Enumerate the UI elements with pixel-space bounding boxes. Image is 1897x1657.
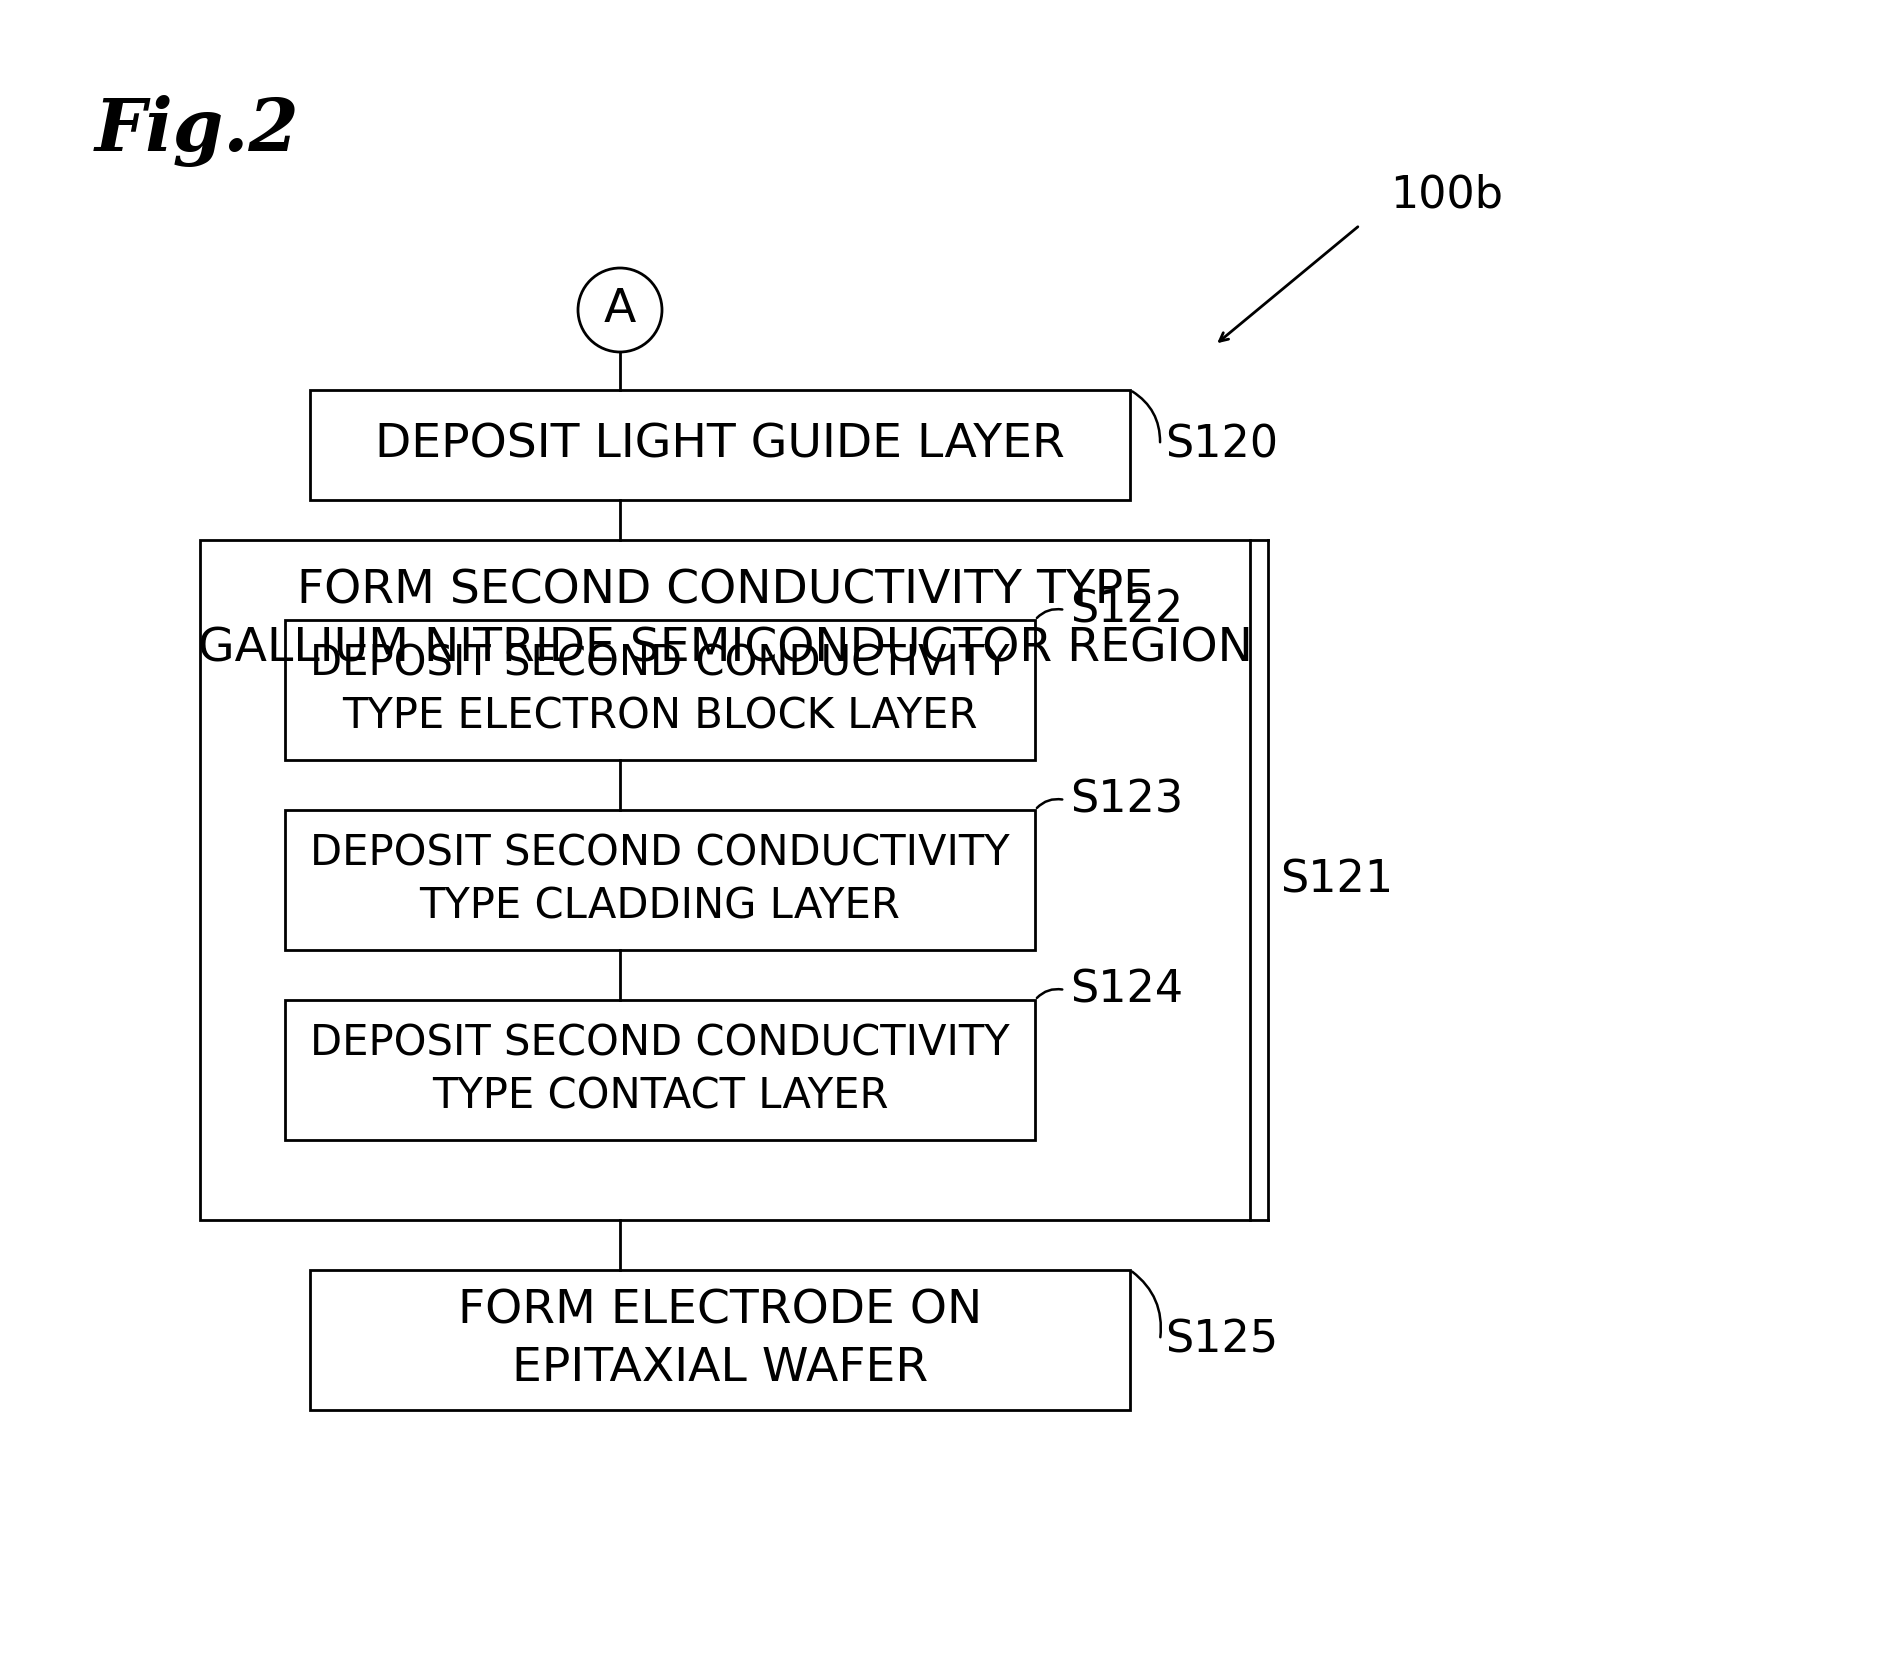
Text: DEPOSIT SECOND CONDUCTIVITY
TYPE ELECTRON BLOCK LAYER: DEPOSIT SECOND CONDUCTIVITY TYPE ELECTRO… xyxy=(311,643,1009,737)
Bar xyxy=(285,620,1036,761)
Text: S124: S124 xyxy=(1070,968,1184,1011)
Bar xyxy=(309,389,1131,500)
Bar xyxy=(285,1001,1036,1140)
Text: FORM SECOND CONDUCTIVITY TYPE
GALLIUM NITRIDE SEMICONDUCTOR REGION: FORM SECOND CONDUCTIVITY TYPE GALLIUM NI… xyxy=(197,568,1252,671)
Text: 100b: 100b xyxy=(1391,174,1502,217)
Text: A: A xyxy=(603,288,635,333)
Text: S121: S121 xyxy=(1280,858,1392,901)
Text: FORM ELECTRODE ON
EPITAXIAL WAFER: FORM ELECTRODE ON EPITAXIAL WAFER xyxy=(457,1289,983,1392)
Bar xyxy=(199,540,1250,1220)
Text: DEPOSIT SECOND CONDUCTIVITY
TYPE CLADDING LAYER: DEPOSIT SECOND CONDUCTIVITY TYPE CLADDIN… xyxy=(311,832,1009,928)
Text: S125: S125 xyxy=(1165,1319,1279,1362)
Text: S123: S123 xyxy=(1070,779,1184,822)
Text: Fig.2: Fig.2 xyxy=(95,94,300,167)
Bar xyxy=(309,1269,1131,1410)
Text: DEPOSIT LIGHT GUIDE LAYER: DEPOSIT LIGHT GUIDE LAYER xyxy=(376,423,1064,467)
Text: DEPOSIT SECOND CONDUCTIVITY
TYPE CONTACT LAYER: DEPOSIT SECOND CONDUCTIVITY TYPE CONTACT… xyxy=(311,1022,1009,1118)
Text: S120: S120 xyxy=(1165,424,1279,467)
Text: S122: S122 xyxy=(1070,588,1184,631)
Bar xyxy=(285,810,1036,949)
